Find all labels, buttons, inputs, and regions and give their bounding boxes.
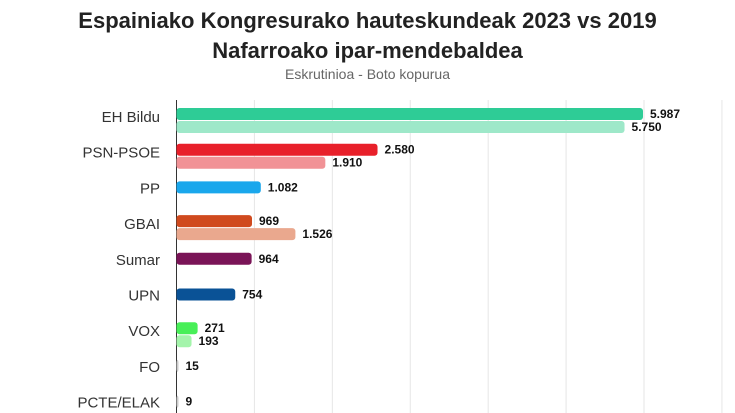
chart-title: Espainiako Kongresurako hauteskundeak 20… <box>78 8 657 33</box>
data-label-2023: 271 <box>205 321 225 335</box>
data-label-2023: 5.987 <box>650 107 680 121</box>
bar-2023 <box>176 322 198 335</box>
chart-caption: Eskrutinioa - Boto kopurua <box>285 66 450 82</box>
category-label: VOX <box>128 323 160 340</box>
bar-2023 <box>176 288 236 301</box>
bar-2019 <box>176 335 192 348</box>
category-label: PSN-PSOE <box>82 145 160 162</box>
bar-2023 <box>176 215 253 228</box>
data-label-2023: 1.082 <box>268 180 298 194</box>
data-label-2023: 754 <box>242 288 262 302</box>
data-label-2019: 1.526 <box>302 227 332 241</box>
category-label: EH Bildu <box>102 109 160 126</box>
bar-2023 <box>176 143 378 156</box>
chart-subtitle: Nafarroako ipar-mendebaldea <box>212 38 523 63</box>
data-label-2023: 2.580 <box>385 143 415 157</box>
data-label-2023: 9 <box>186 395 193 409</box>
data-label-2023: 964 <box>259 252 279 266</box>
data-label-2019: 193 <box>199 334 219 348</box>
category-label: FO <box>139 359 160 376</box>
category-label: UPN <box>128 288 160 305</box>
data-label-2023: 15 <box>186 359 200 373</box>
data-label-2019: 1.910 <box>332 156 362 170</box>
category-label: PP <box>140 180 160 197</box>
bar-2023 <box>176 181 261 194</box>
data-label-2019: 5.750 <box>632 120 662 134</box>
category-label: PCTE/ELAK <box>77 395 160 412</box>
category-label: GBAI <box>124 216 160 233</box>
category-label: Sumar <box>116 252 160 269</box>
bar-2023 <box>176 359 179 372</box>
data-label-2023: 969 <box>259 214 279 228</box>
bar-2023 <box>176 252 252 265</box>
bar-2023 <box>176 395 179 408</box>
bar-2019 <box>176 121 625 133</box>
bar-2019 <box>176 156 326 169</box>
bar-2023 <box>176 108 643 120</box>
bar-2019 <box>176 228 296 241</box>
